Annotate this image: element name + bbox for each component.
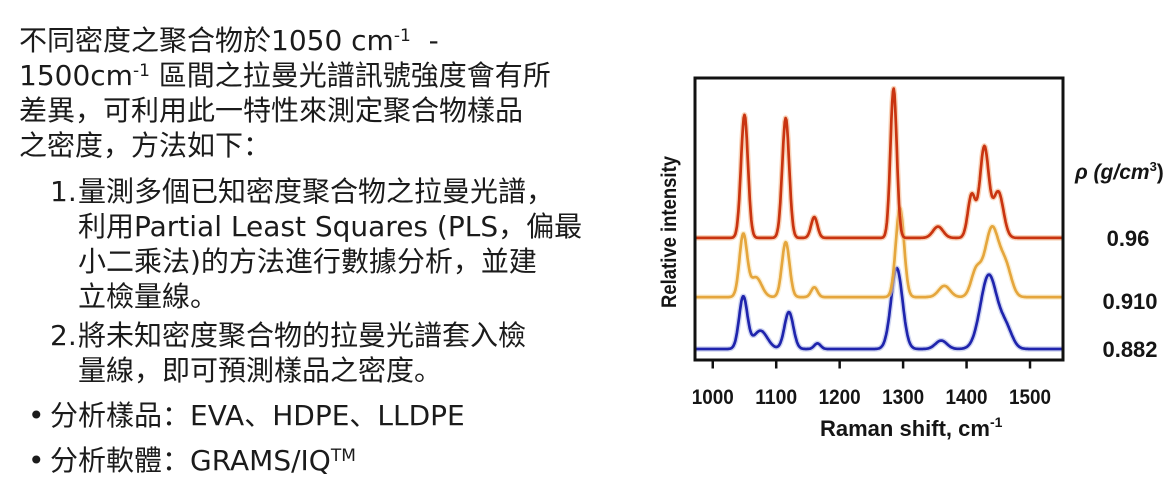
superscript: -1 (393, 26, 411, 46)
spectrum-curve-0.96 (696, 87, 1062, 240)
bullet-marker: • (28, 444, 45, 477)
raman-spectra-chart: 1000 1100 1200 1300 1400 1500 Relative intens… (660, 76, 1164, 441)
spectra-curves (696, 85, 1062, 352)
curve-halo (696, 265, 1062, 352)
bullet-1-text: 分析樣品：EVA、HDPE、LLDPE (50, 399, 465, 432)
legend-title-text: ρ (g/cm (1074, 161, 1150, 184)
x-tick-label-1200: 1200 (819, 386, 861, 409)
x-tick-label-1400: 1400 (946, 386, 988, 409)
step-2-number: 2. (50, 319, 77, 352)
x-tick-label-1100: 1100 (755, 386, 797, 409)
x-axis: 1000 1100 1200 1300 1400 1500 (692, 360, 1051, 409)
intro-line-2-text: 1500cm (19, 59, 133, 92)
intro-line-4: 之密度，方法如下： (19, 129, 271, 163)
y-axis-title: Relative intensity (660, 156, 681, 308)
plot-frame (693, 76, 1065, 362)
x-axis-title: Raman shift, cm-1 (820, 414, 1003, 441)
legend-title: ρ (g/cm3) (1074, 159, 1164, 184)
intro-line-1-text: 不同密度之聚合物於1050 cm (19, 24, 394, 57)
step-1-number: 1. (50, 175, 77, 208)
bullet-marker: • (28, 399, 45, 432)
bullet-1-samples: 分析樣品：EVA、HDPE、LLDPE (50, 399, 465, 433)
intro-line-4-text: 之密度，方法如下： (19, 129, 272, 162)
bullet-2-text: 分析軟體：GRAMS/IQ (50, 444, 331, 477)
step-1-line-4: 立檢量線。 (78, 280, 219, 313)
x-tick-label-1300: 1300 (882, 386, 924, 409)
intro-line-3: 差異，可利用此一特性來測定聚合物樣品 (19, 94, 523, 128)
intro-line-2-tail: 區間之拉曼光譜訊號強度會有所 (149, 59, 551, 92)
step-1-line-1: 量測多個已知密度聚合物之拉曼光譜， (78, 175, 555, 208)
x-tick-label-1500: 1500 (1009, 386, 1051, 409)
density-label-0.910: 0.910 (1102, 289, 1157, 314)
spectrum-curve-0.910 (696, 206, 1062, 299)
density-label-0.882: 0.882 (1102, 337, 1157, 362)
legend-title-superscript: 3 (1150, 159, 1157, 174)
legend-title-tail: ) (1157, 161, 1164, 184)
intro-line-2: 1500cm-1 區間之拉曼光譜訊號強度會有所 (19, 59, 551, 97)
spectrum-curve-0.882 (696, 266, 1062, 351)
trademark-superscript: TM (330, 446, 356, 466)
step-2-line-1: 將未知密度聚合物的拉曼光譜套入檢 (78, 319, 527, 352)
intro-line-1-tail: - (410, 24, 439, 57)
bullet-2-software: 分析軟體：GRAMS/IQTM (50, 444, 356, 480)
intro-line-1: 不同密度之聚合物於1050 cm-1 - (19, 24, 439, 62)
step-1-line-2: 利用Partial Least Squares (PLS，偏最 (78, 210, 583, 243)
step-2-line-2: 量線，即可預測樣品之密度。 (78, 354, 443, 387)
x-axis-title-superscript: -1 (990, 414, 1003, 430)
superscript: -1 (132, 61, 150, 81)
density-label-0.96: 0.96 (1107, 226, 1150, 251)
x-axis-title-text: Raman shift, cm (820, 416, 990, 441)
step-1-line-3: 小二乘法)的方法進行數據分析，並建 (78, 245, 537, 278)
x-tick-label-1000: 1000 (692, 386, 734, 409)
intro-line-3-text: 差異，可利用此一特性來測定聚合物樣品 (19, 94, 524, 127)
